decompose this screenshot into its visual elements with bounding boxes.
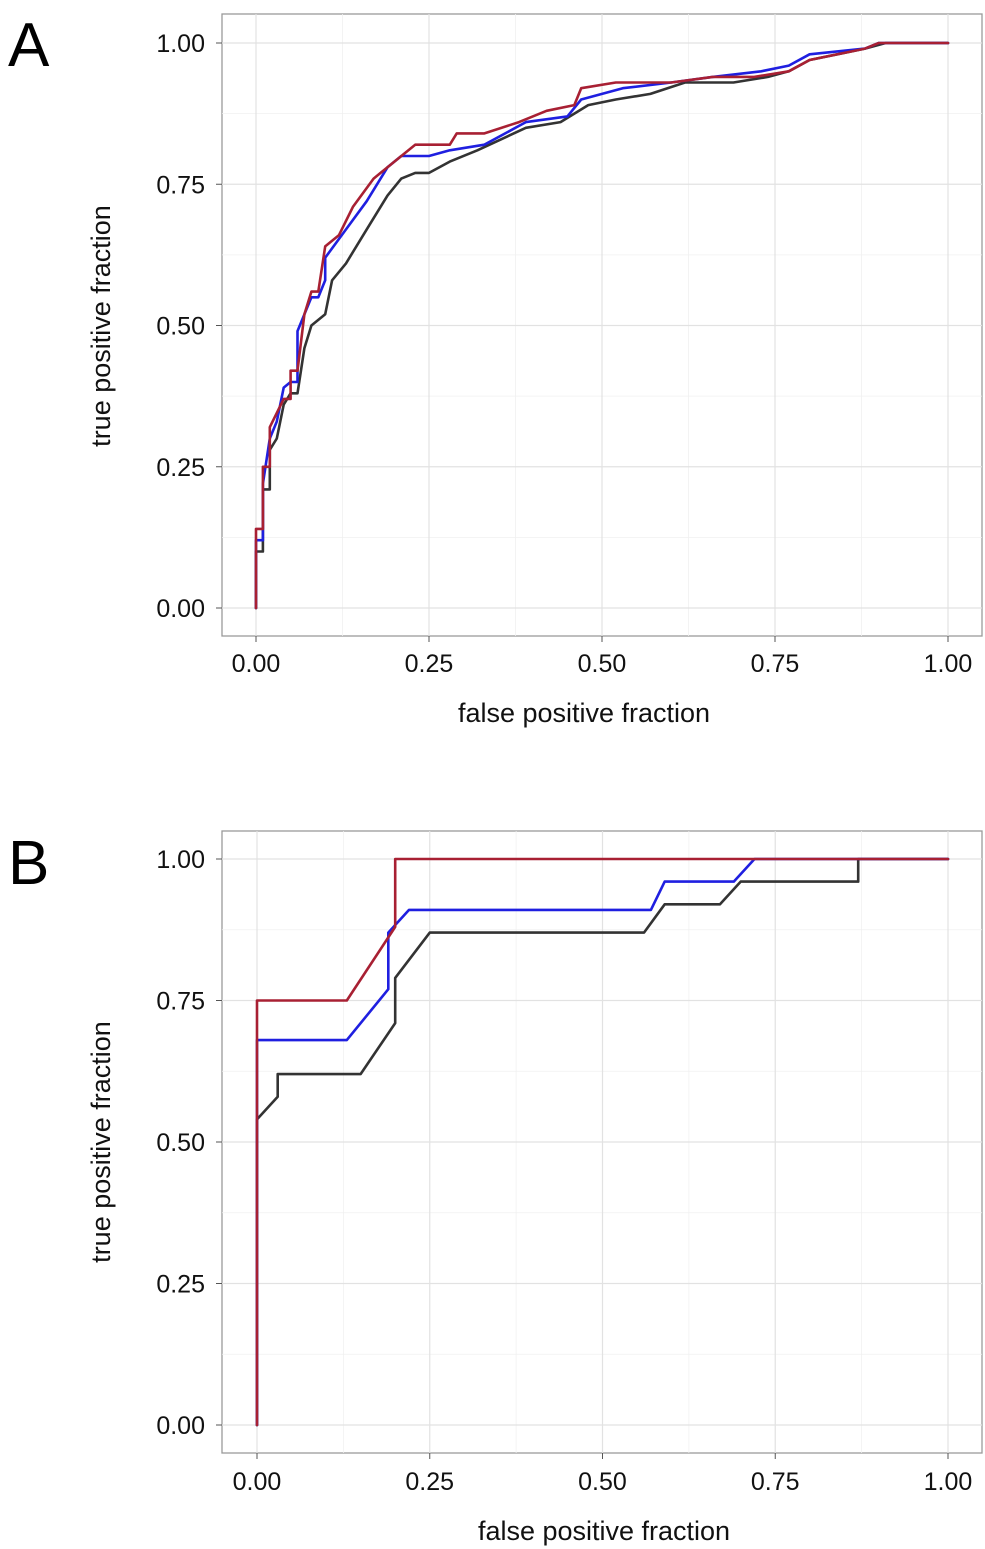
panel-a-y-axis-title: true positive fraction — [86, 205, 116, 447]
panel-b-y-axis-title: true positive fraction — [86, 1021, 116, 1263]
y-tick-label: 0.75 — [156, 988, 205, 1016]
panel-b-x-ticks: 0.00 0.25 0.50 0.75 1.00 — [233, 1453, 973, 1496]
panel-b-y-ticks: 0.00 0.25 0.50 0.75 1.00 — [156, 846, 222, 1440]
panel-a-x-axis-title: false positive fraction — [458, 698, 710, 728]
panel-a-letter: A — [8, 11, 50, 80]
x-tick-label: 0.75 — [751, 650, 800, 678]
y-tick-label: 0.00 — [156, 1412, 205, 1440]
y-tick-label: 0.25 — [156, 1271, 205, 1299]
panel-b-series — [255, 857, 950, 1427]
panel-a-x-ticks: 0.00 0.25 0.50 0.75 1.00 — [232, 636, 973, 678]
y-tick-label: 1.00 — [156, 30, 205, 58]
roc-curve-series-red — [255, 857, 950, 1427]
panel-b-x-axis-title: false positive fraction — [478, 1516, 730, 1546]
x-tick-label: 1.00 — [924, 1468, 973, 1496]
panel-b-letter: B — [8, 829, 49, 898]
x-tick-label: 0.00 — [233, 1468, 282, 1496]
x-tick-label: 0.00 — [232, 650, 281, 678]
x-tick-label: 0.25 — [405, 1468, 454, 1496]
roc-curve-series-black — [255, 857, 950, 1427]
y-tick-label: 0.00 — [156, 595, 205, 623]
y-tick-label: 0.25 — [156, 454, 205, 482]
x-tick-label: 0.50 — [578, 1468, 627, 1496]
y-tick-label: 0.75 — [156, 171, 205, 199]
roc-curve-series-blue — [255, 857, 950, 1427]
panel-a-series — [254, 41, 950, 610]
panel-a-grid — [222, 14, 982, 636]
panel-b: B 0.00 0.25 0.50 0.75 1.00 0.00 0.25 0.50 0.75 1… — [8, 829, 983, 1546]
x-tick-label: 0.75 — [751, 1468, 800, 1496]
y-tick-label: 1.00 — [156, 846, 205, 874]
roc-curve-series-black — [254, 41, 950, 610]
panel-a: A 0.00 0.25 0.50 0.75 1.00 0.00 0.25 0.50 0.75 1… — [8, 11, 983, 728]
x-tick-label: 0.25 — [405, 650, 454, 678]
y-tick-label: 0.50 — [156, 313, 205, 341]
x-tick-label: 1.00 — [924, 650, 973, 678]
roc-curve-series-red — [254, 41, 950, 610]
x-tick-label: 0.50 — [578, 650, 627, 678]
y-tick-label: 0.50 — [156, 1129, 205, 1157]
panel-a-y-ticks: 0.00 0.25 0.50 0.75 1.00 — [156, 30, 222, 623]
